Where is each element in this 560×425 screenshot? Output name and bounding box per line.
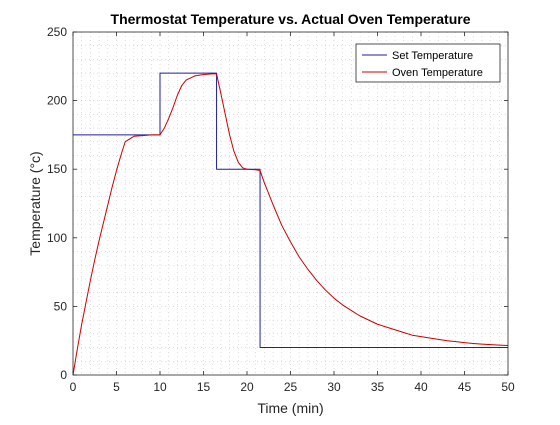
legend-box: [355, 43, 501, 83]
y-axis-label: Temperature (°c): [27, 151, 43, 255]
legend: Set Temperature Oven Temperature: [355, 43, 501, 83]
y-tick-label: 0: [60, 368, 67, 382]
plot-area: [73, 32, 508, 375]
x-tick-label: 35: [371, 380, 385, 394]
x-tick-label: 50: [501, 380, 515, 394]
x-tick-label: 40: [414, 380, 428, 394]
series-lines: [72, 72, 509, 376]
series-line-set-temperature: [73, 72, 508, 349]
series-line-oven-temperature: [72, 73, 509, 376]
y-tick-label: 100: [47, 231, 67, 245]
x-tick-label: 15: [197, 380, 211, 394]
axis-ticks: 0 5 10 15 20 25 30 35 40 45 50 0 50 100 150 200 250: [47, 25, 515, 394]
y-tick-label: 150: [47, 162, 67, 176]
chart-title: Thermostat Temperature vs. Actual Oven T…: [111, 11, 471, 27]
y-tick-label: 200: [47, 94, 67, 108]
y-tick-label: 250: [47, 25, 67, 39]
x-axis-label: Time (min): [257, 400, 323, 416]
y-tick-label: 50: [54, 299, 68, 313]
grid-lines: [73, 32, 508, 375]
legend-label-set-temperature: Set Temperature: [392, 50, 473, 62]
x-tick-label: 25: [284, 380, 298, 394]
x-tick-label: 45: [458, 380, 472, 394]
x-tick-label: 10: [153, 380, 167, 394]
legend-label-oven-temperature: Oven Temperature: [392, 67, 483, 79]
x-tick-label: 20: [240, 380, 254, 394]
x-tick-label: 0: [70, 380, 77, 394]
x-tick-label: 30: [327, 380, 341, 394]
x-tick-label: 5: [113, 380, 120, 394]
